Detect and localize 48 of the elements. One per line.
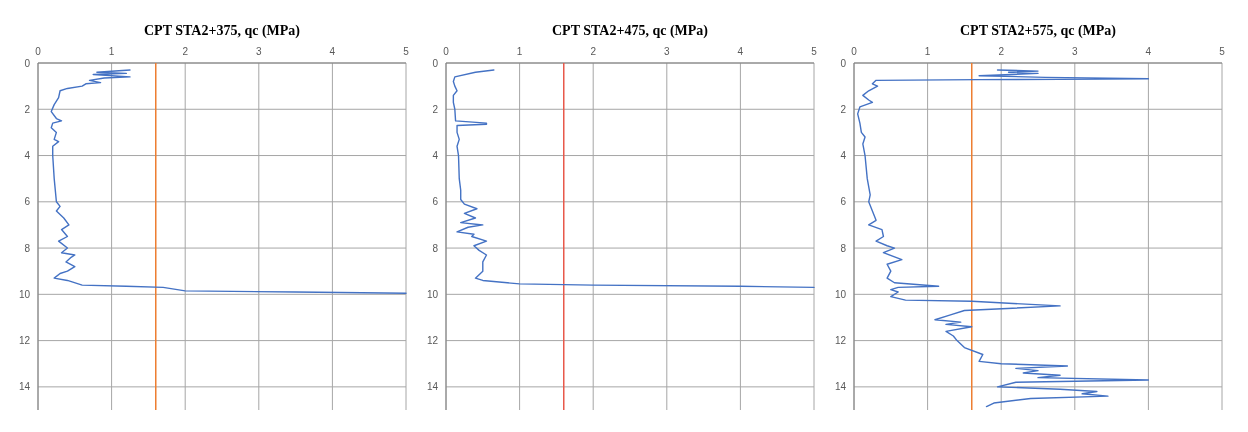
x-tick-label: 0: [35, 46, 42, 57]
y-tick-label: 2: [24, 103, 31, 115]
y-tick-label: 14: [18, 381, 31, 393]
x-tick-label: 0: [851, 46, 858, 57]
y-tick-label: 14: [834, 381, 847, 393]
y-tick-label: 0: [840, 57, 847, 69]
y-tick-label: 6: [840, 196, 847, 208]
y-tick-label: 8: [24, 242, 31, 254]
y-tick-label: 10: [426, 288, 439, 300]
y-tick-label: 4: [840, 150, 847, 162]
x-tick-label: 4: [329, 46, 336, 57]
y-tick-label: 0: [432, 57, 439, 69]
y-tick-label: 8: [840, 242, 847, 254]
y-tick-label: 4: [24, 150, 31, 162]
y-tick-label: 10: [834, 288, 847, 300]
y-tick-label: 2: [432, 103, 439, 115]
x-tick-label: 2: [998, 46, 1005, 57]
y-tick-label: 10: [18, 288, 31, 300]
x-tick-label: 4: [1145, 46, 1152, 57]
line-series: [856, 69, 1150, 408]
y-tick-label: 6: [24, 196, 31, 208]
x-tick-label: 3: [664, 46, 671, 57]
x-tick-label: 4: [737, 46, 744, 57]
y-tick-label: 6: [432, 196, 439, 208]
y-tick-label: 8: [432, 242, 439, 254]
chart-title: CPT STA2+375, qc (MPa): [143, 23, 301, 39]
chart-title: CPT STA2+475, qc (MPa): [551, 23, 709, 39]
y-tick-label: 2: [840, 103, 847, 115]
y-tick-label: 12: [426, 335, 439, 347]
x-tick-label: 3: [1072, 46, 1079, 57]
x-tick-label: 1: [108, 46, 115, 57]
line-series: [50, 69, 407, 294]
y-tick-label: 0: [24, 57, 31, 69]
x-tick-label: 3: [256, 46, 263, 57]
line-series: [452, 69, 815, 289]
y-tick-label: 12: [834, 335, 847, 347]
x-tick-label: 5: [1219, 46, 1226, 57]
x-tick-label: 5: [811, 46, 818, 57]
x-tick-label: 2: [182, 46, 189, 57]
x-tick-label: 0: [443, 46, 450, 57]
chart-title: CPT STA2+575, qc (MPa): [959, 23, 1117, 39]
x-tick-label: 1: [924, 46, 931, 57]
x-tick-label: 2: [590, 46, 597, 57]
y-tick-label: 12: [18, 335, 31, 347]
y-tick-label: 4: [432, 150, 439, 162]
x-tick-label: 5: [403, 46, 410, 57]
y-tick-label: 14: [426, 381, 439, 393]
x-tick-label: 1: [516, 46, 523, 57]
